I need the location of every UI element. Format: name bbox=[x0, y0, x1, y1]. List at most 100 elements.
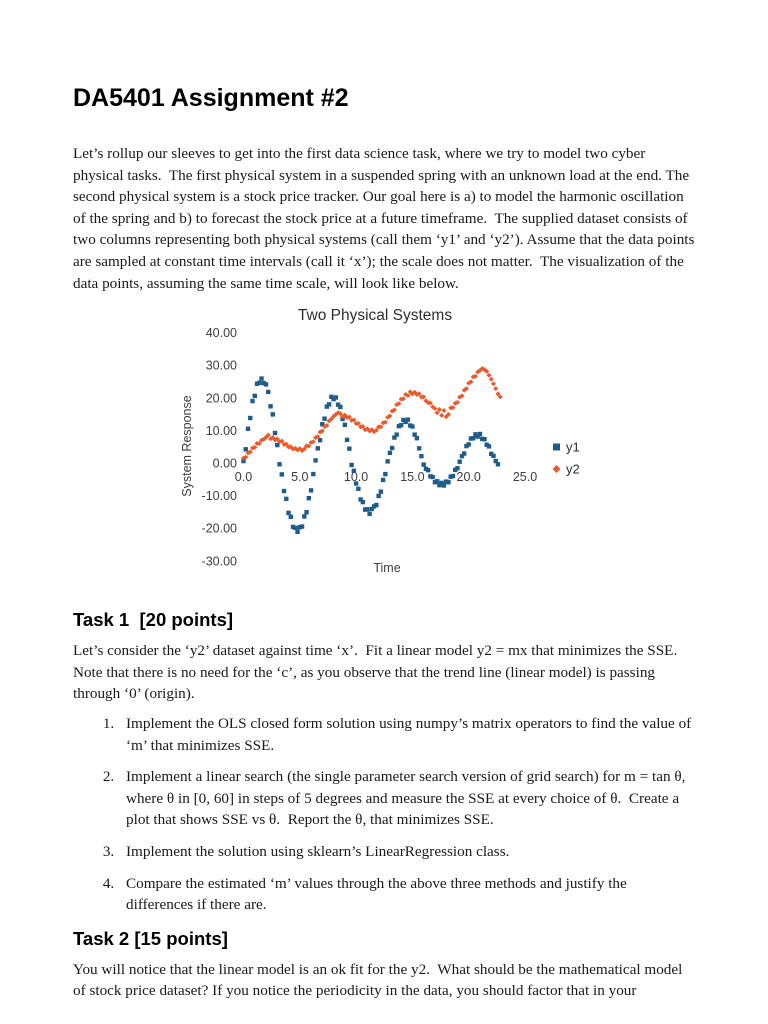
x-axis-title: Time bbox=[373, 561, 400, 575]
y1-point bbox=[270, 412, 275, 417]
y1-point bbox=[263, 382, 269, 387]
y2-point bbox=[362, 427, 368, 433]
y1-point bbox=[257, 380, 262, 386]
y1-point bbox=[441, 483, 447, 488]
y2-point bbox=[252, 445, 258, 451]
task1-intro-paragraph: Let’s consider the ‘y2’ dataset against … bbox=[73, 642, 682, 703]
y2-point bbox=[488, 376, 494, 382]
y1-point bbox=[475, 434, 480, 439]
y2-point bbox=[358, 424, 364, 430]
y1-point bbox=[344, 437, 350, 443]
y2-point bbox=[391, 407, 397, 413]
y1-point bbox=[437, 483, 442, 488]
y1-point bbox=[338, 404, 343, 410]
y1-point bbox=[410, 424, 415, 429]
y2-point bbox=[490, 381, 496, 387]
task1-item-3: Implement the solution using sklearn’s L… bbox=[118, 841, 697, 863]
doc-title: DA5401 Assignment #2 bbox=[73, 84, 349, 112]
y2-point bbox=[484, 369, 490, 375]
y1-point bbox=[367, 511, 372, 517]
legend-label-y1: y1 bbox=[566, 440, 580, 455]
y1-point bbox=[331, 397, 336, 402]
task1-item-1: Implement the OLS closed form solution u… bbox=[118, 713, 697, 756]
x-axis-tick-label: 25.0 bbox=[513, 470, 537, 484]
y1-point bbox=[392, 435, 397, 440]
y1-point bbox=[284, 496, 289, 502]
y2-point bbox=[371, 429, 377, 435]
y-axis-tick-label: 20.00 bbox=[206, 391, 237, 405]
y1-point bbox=[416, 446, 422, 451]
x-axis-tick-label: 20.0 bbox=[457, 470, 481, 484]
y-axis-tick-label: -20.00 bbox=[202, 522, 237, 536]
y1-point bbox=[396, 424, 402, 429]
y1-point bbox=[342, 422, 348, 428]
y2-point bbox=[398, 396, 404, 402]
y1-point bbox=[254, 381, 260, 387]
task1-heading: Task 1 [20 points] bbox=[73, 609, 234, 631]
y-axis-tick-label: -30.00 bbox=[202, 554, 237, 568]
y1-point bbox=[484, 442, 489, 448]
y2-point bbox=[265, 432, 271, 438]
y2-point bbox=[256, 441, 262, 447]
y2-point bbox=[281, 442, 287, 448]
y1-point bbox=[297, 525, 302, 530]
task1-list: Implement the OLS closed form solution u… bbox=[73, 713, 697, 916]
legend-marker-y2 bbox=[552, 465, 561, 474]
y1-point bbox=[434, 479, 440, 484]
y1-point bbox=[495, 462, 501, 467]
task2-heading: Task 2 [15 points] bbox=[73, 927, 228, 949]
y2-point bbox=[333, 412, 339, 418]
y2-point bbox=[493, 386, 499, 392]
y2-point bbox=[454, 400, 460, 406]
y2-point bbox=[416, 391, 422, 397]
y1-point bbox=[380, 477, 386, 483]
y1-point bbox=[459, 454, 465, 459]
y1-point bbox=[383, 472, 388, 477]
intro-paragraph: Let’s rollup our sleeves to get into the… bbox=[73, 145, 699, 292]
y1-point bbox=[358, 497, 363, 502]
y2-point bbox=[405, 393, 411, 399]
y2-point bbox=[463, 386, 469, 392]
y2-point bbox=[434, 410, 440, 416]
y2-point bbox=[324, 423, 330, 429]
y1-point bbox=[477, 431, 483, 437]
y1-point bbox=[394, 432, 399, 437]
y2-point bbox=[439, 413, 445, 419]
y1-point bbox=[329, 394, 334, 400]
x-axis-tick-label: 10.0 bbox=[344, 470, 368, 484]
y2-point bbox=[245, 450, 251, 456]
y2-point bbox=[472, 373, 478, 379]
y1-point bbox=[324, 404, 330, 409]
y1-point bbox=[428, 474, 433, 479]
y2-point bbox=[272, 437, 278, 443]
task1-item-2: Implement a linear search (the single pa… bbox=[118, 766, 697, 831]
y2-point bbox=[378, 424, 384, 430]
y2-point bbox=[346, 414, 352, 420]
y1-point bbox=[351, 468, 357, 474]
y1-point bbox=[360, 500, 366, 505]
y2-point bbox=[407, 389, 413, 395]
y1-point bbox=[243, 447, 248, 452]
y2-point bbox=[396, 401, 402, 407]
y2-point bbox=[292, 445, 298, 451]
y1-point bbox=[468, 436, 474, 441]
y2-point bbox=[387, 413, 393, 419]
y2-point bbox=[340, 414, 346, 420]
y1-point bbox=[268, 404, 273, 409]
y1-point bbox=[290, 524, 296, 530]
y1-point bbox=[272, 430, 278, 436]
y2-point bbox=[445, 412, 451, 418]
y1-point bbox=[326, 402, 332, 407]
y1-point bbox=[374, 503, 379, 508]
y1-point bbox=[464, 444, 469, 449]
y1-point bbox=[288, 514, 293, 520]
y1-point bbox=[335, 402, 341, 408]
y1-point bbox=[299, 524, 305, 529]
y1-point bbox=[471, 436, 476, 441]
y1-point bbox=[245, 426, 251, 432]
y-axis-tick-label: 0.00 bbox=[213, 457, 237, 471]
y-axis-title: System Response bbox=[180, 395, 194, 496]
y1-point bbox=[455, 466, 460, 471]
y2-point bbox=[310, 439, 316, 445]
y1-point bbox=[349, 462, 354, 468]
